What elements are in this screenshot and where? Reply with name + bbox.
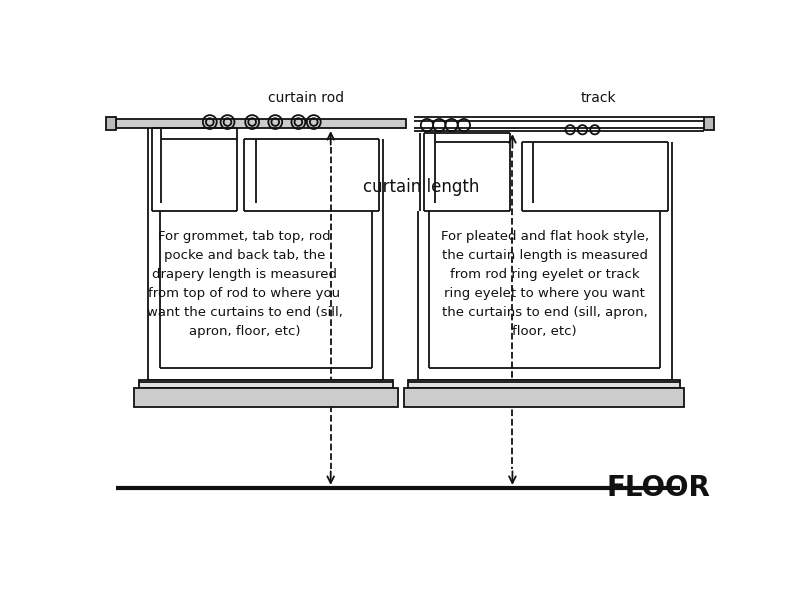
Bar [409, 380, 679, 388]
Text: For pleated and flat hook style,
the curtain length is measured
from rod ring ey: For pleated and flat hook style, the cur… [441, 230, 649, 338]
Text: track: track [581, 91, 617, 105]
Text: curtain length: curtain length [363, 179, 480, 196]
Bar [116, 119, 406, 128]
Bar [134, 388, 398, 407]
Bar [704, 118, 714, 130]
Text: curtain rod: curtain rod [268, 91, 344, 105]
Text: For grommet, tab top, rod
pocke and back tab, the
drapery length is measured
fro: For grommet, tab top, rod pocke and back… [146, 230, 342, 338]
Bar [106, 118, 116, 130]
Bar [404, 388, 684, 407]
Text: FLOOR: FLOOR [606, 474, 710, 502]
Bar [139, 380, 393, 388]
